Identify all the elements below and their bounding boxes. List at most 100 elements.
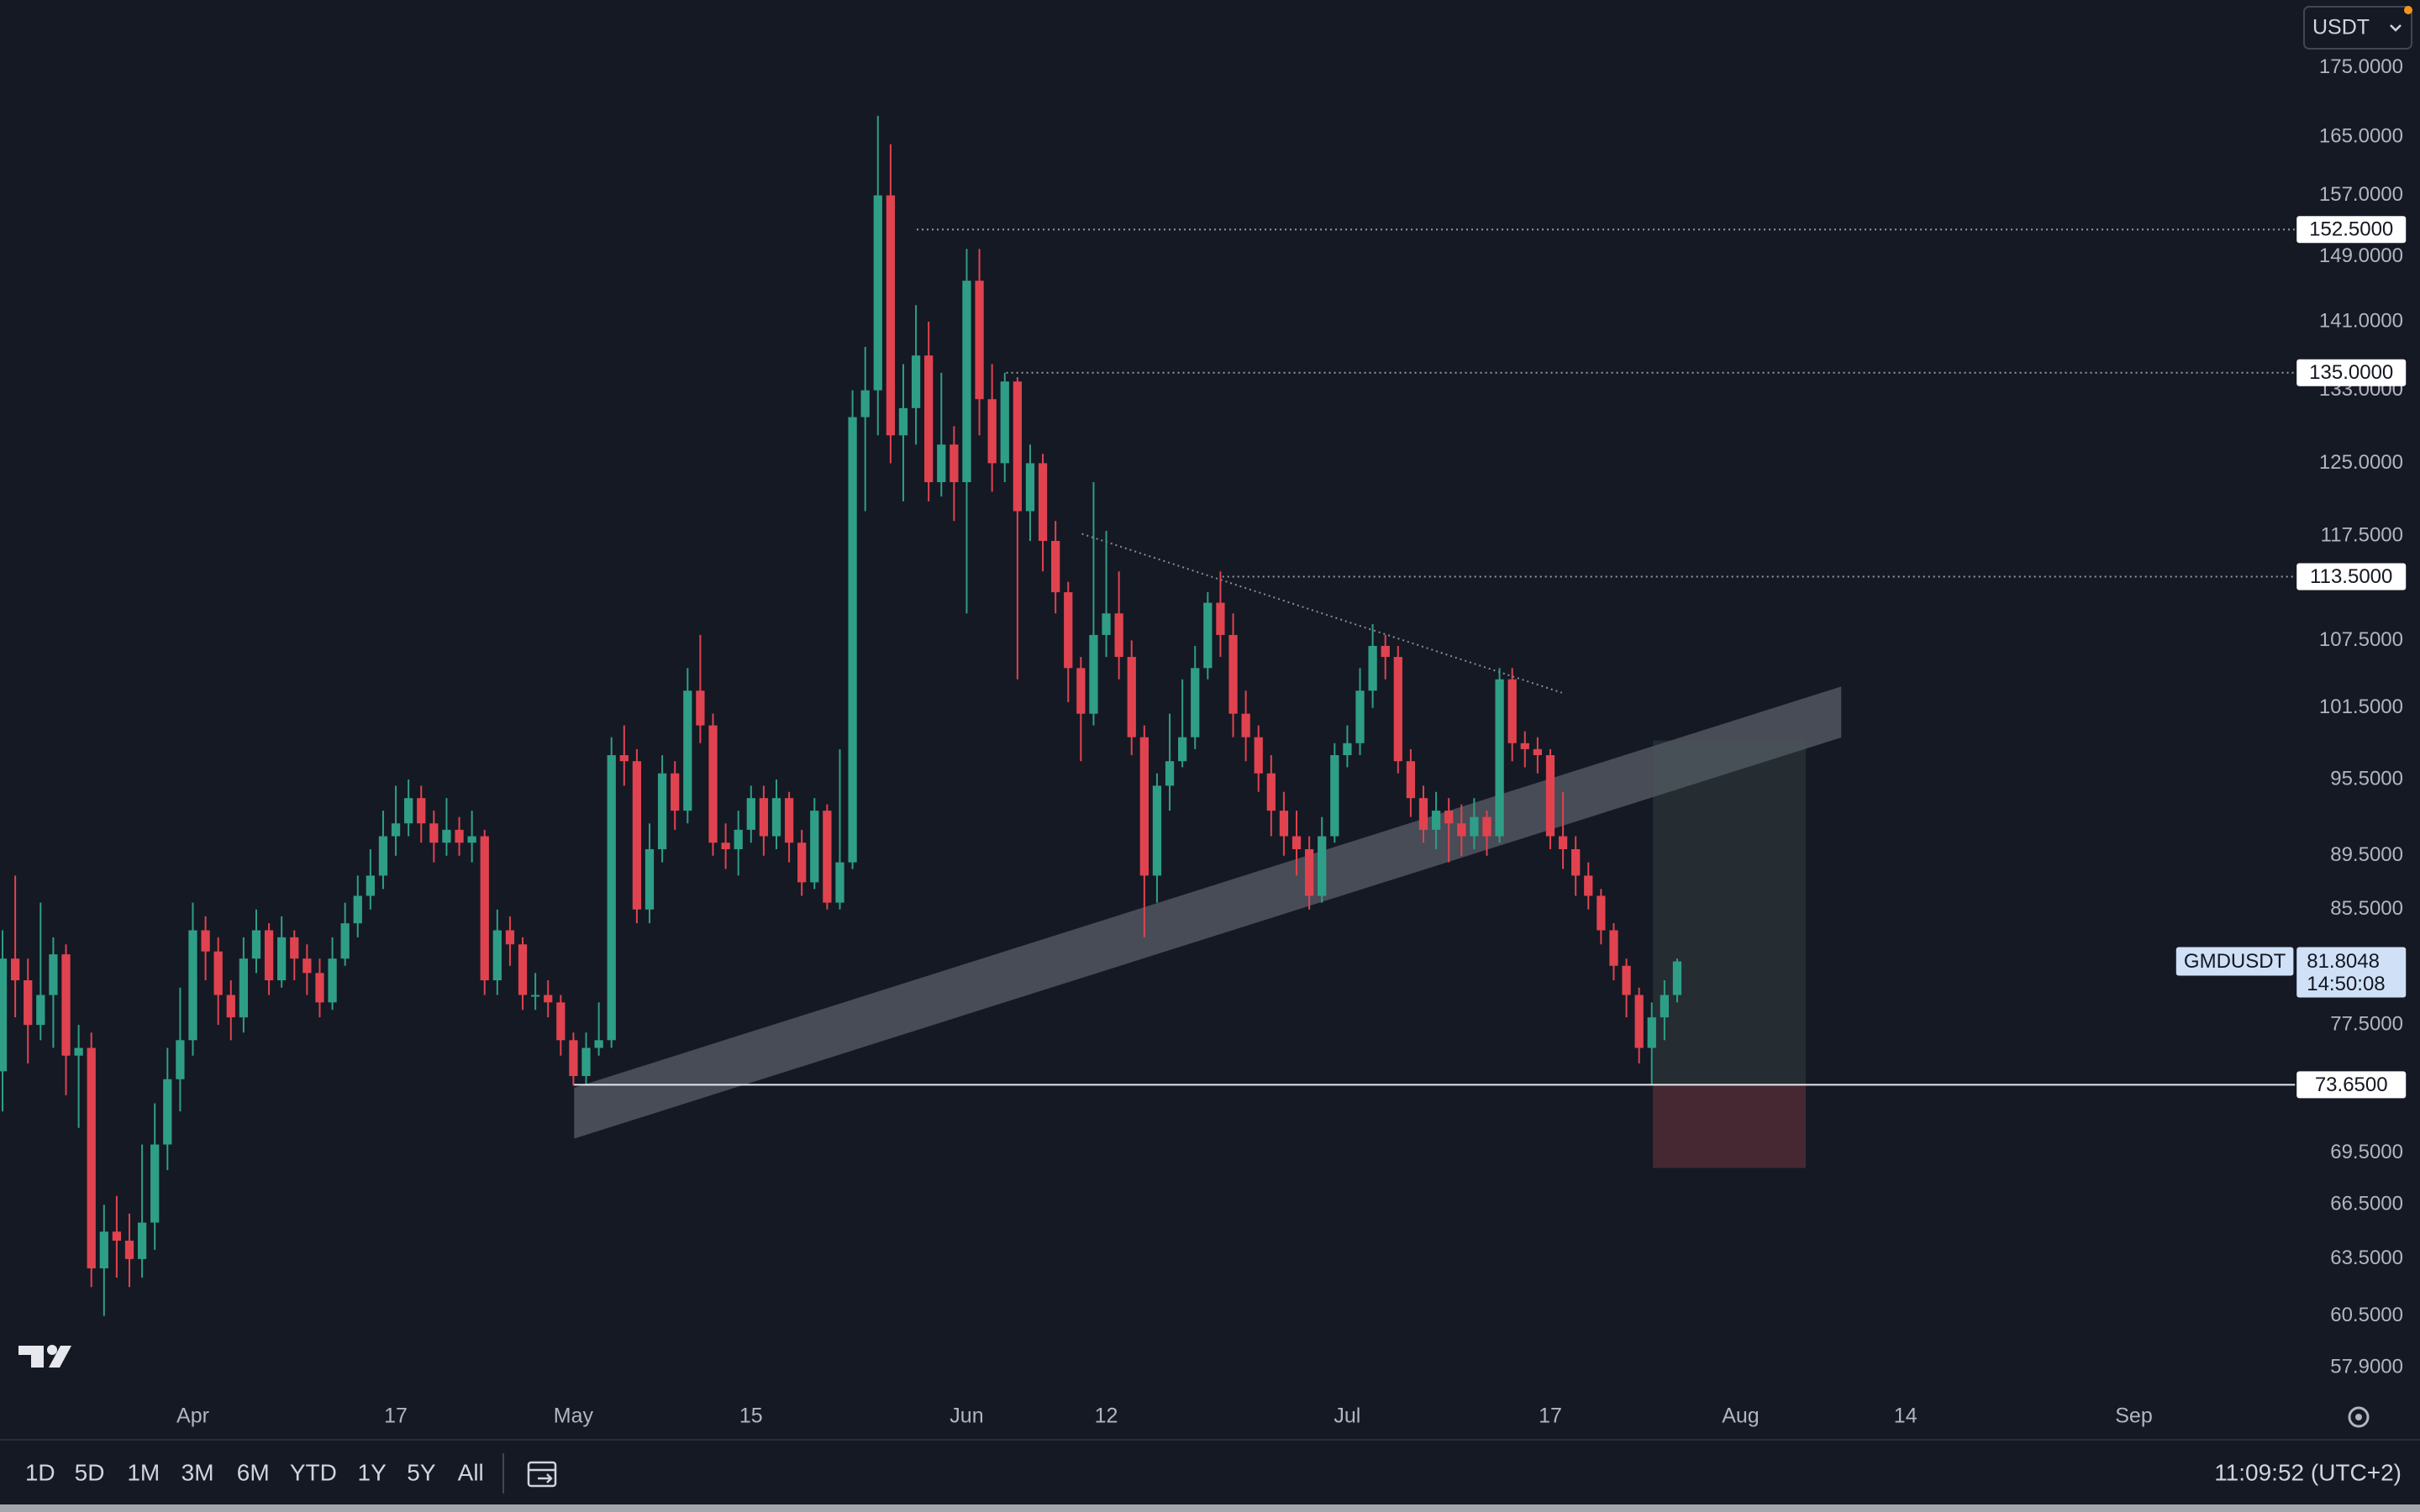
y-tick-label: 60.5000: [2330, 1304, 2403, 1326]
dropdown-label[interactable]: USDT: [2312, 16, 2370, 39]
candle-body: [188, 930, 197, 1041]
range-button[interactable]: 5D: [75, 1459, 105, 1485]
candle-body: [810, 811, 819, 883]
candle-body: [924, 355, 934, 483]
candle-body: [734, 829, 743, 849]
y-tick-label: 101.5000: [2319, 696, 2403, 718]
level-price-box: [2296, 1071, 2407, 1099]
candle-body: [1051, 540, 1060, 593]
range-button[interactable]: 5Y: [407, 1459, 436, 1485]
range-button[interactable]: 1M: [127, 1459, 160, 1485]
candle-body: [1470, 816, 1479, 837]
candle-body: [442, 829, 451, 843]
candle-body: [1177, 737, 1187, 762]
settings-gear[interactable]: [2348, 1406, 2370, 1428]
position-target-zone: [1653, 740, 1806, 1085]
candle-body: [1558, 836, 1568, 849]
y-tick-label: 117.5000: [2321, 523, 2403, 546]
candle-body: [1127, 657, 1136, 738]
candle-body: [1292, 836, 1302, 849]
candle-body: [1318, 836, 1327, 896]
candle-body: [1216, 602, 1225, 635]
bottom-strip: [0, 1504, 2420, 1512]
trend-line: [1081, 533, 1563, 694]
calendar-frame[interactable]: [527, 1461, 557, 1488]
candle-body: [213, 951, 223, 995]
candle-body: [1520, 743, 1529, 749]
range-button[interactable]: 3M: [182, 1459, 214, 1485]
candle-body: [1228, 634, 1238, 714]
candle-body: [124, 1240, 134, 1259]
candle-body: [1203, 602, 1213, 669]
range-button[interactable]: All: [458, 1459, 484, 1485]
candle-body: [1660, 995, 1669, 1018]
candle-body: [99, 1231, 108, 1268]
candle-body: [886, 195, 896, 436]
candle-body: [61, 954, 71, 1056]
x-tick-label: Jul: [1334, 1404, 1360, 1428]
level-price-box: [2296, 216, 2407, 244]
candle-body: [581, 1047, 591, 1077]
candle-body: [1533, 748, 1543, 756]
currency-dropdown[interactable]: USDT: [2303, 6, 2412, 50]
range-button[interactable]: 1Y: [358, 1459, 387, 1485]
candle-body: [340, 923, 350, 959]
candle-body: [911, 355, 921, 408]
candle-body: [937, 444, 946, 483]
x-tick-label: Sep: [2115, 1404, 2152, 1428]
candle-body: [746, 798, 755, 830]
candle-body: [201, 930, 210, 952]
candle-body: [975, 281, 984, 400]
x-tick-label: Aug: [1722, 1404, 1759, 1428]
range-button[interactable]: 6M: [237, 1459, 270, 1485]
candle-body: [315, 973, 324, 1003]
range-button[interactable]: YTD: [290, 1459, 337, 1485]
level-price-box: [2296, 563, 2407, 591]
level-price-box: [2296, 359, 2407, 386]
candle-body: [505, 930, 515, 945]
countdown-label: 14:50:08: [2307, 973, 2385, 995]
candle-body: [1571, 848, 1581, 876]
dropdown-chevron: [2390, 24, 2402, 32]
candle-body: [417, 798, 426, 824]
candle-body: [1191, 668, 1200, 738]
logo-part: [47, 1345, 57, 1355]
candle-body: [1431, 811, 1441, 830]
candle-body: [251, 930, 261, 959]
candle-body: [1102, 613, 1111, 635]
candle-body: [163, 1079, 172, 1145]
gear-ring[interactable]: [2348, 1406, 2370, 1428]
candle-body: [239, 958, 249, 1018]
candle-body: [1038, 463, 1048, 541]
y-tick-label: 63.5000: [2330, 1247, 2403, 1269]
clock-label[interactable]: 11:09:52 (UTC+2): [2214, 1459, 2402, 1485]
candle-body: [784, 798, 794, 843]
candle-body: [518, 944, 528, 995]
candle-body: [1343, 743, 1352, 756]
candle-body: [644, 848, 655, 910]
date-range-icon[interactable]: [527, 1461, 557, 1488]
candle-body: [24, 980, 33, 1026]
dropdown-box[interactable]: [2303, 6, 2412, 50]
y-tick-label: 165.0000: [2319, 124, 2403, 147]
candle-body: [1406, 761, 1416, 799]
ui-layer: USDT 175.0000165.0000157.0000149.0000141…: [0, 6, 2420, 1512]
candle-body: [455, 829, 464, 843]
candle-body: [873, 195, 882, 391]
candle-body: [759, 798, 769, 837]
y-tick-label: 141.0000: [2319, 309, 2403, 332]
range-button[interactable]: 1D: [25, 1459, 55, 1485]
candle-body: [987, 399, 997, 464]
y-tick-label: 125.0000: [2319, 451, 2403, 474]
candle-body: [848, 417, 857, 863]
candle-body: [721, 843, 730, 849]
candle-body: [36, 995, 45, 1026]
candle-body: [277, 937, 287, 981]
candle-body: [1584, 875, 1593, 896]
candle-body: [1254, 737, 1263, 774]
candle-body: [150, 1144, 160, 1223]
candle-body: [290, 937, 299, 959]
candle-body: [544, 995, 553, 1003]
candle-body: [835, 862, 844, 903]
x-tick-label: 17: [384, 1404, 408, 1428]
